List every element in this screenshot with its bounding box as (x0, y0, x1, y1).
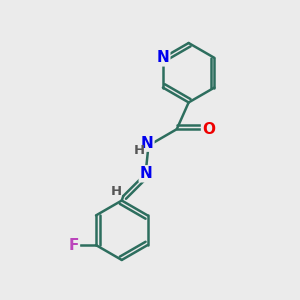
Text: N: N (141, 136, 153, 151)
Text: H: H (110, 185, 122, 198)
Text: H: H (134, 144, 145, 158)
Text: N: N (140, 166, 152, 181)
Text: O: O (202, 122, 215, 137)
Text: F: F (68, 238, 79, 253)
Text: N: N (157, 50, 169, 65)
